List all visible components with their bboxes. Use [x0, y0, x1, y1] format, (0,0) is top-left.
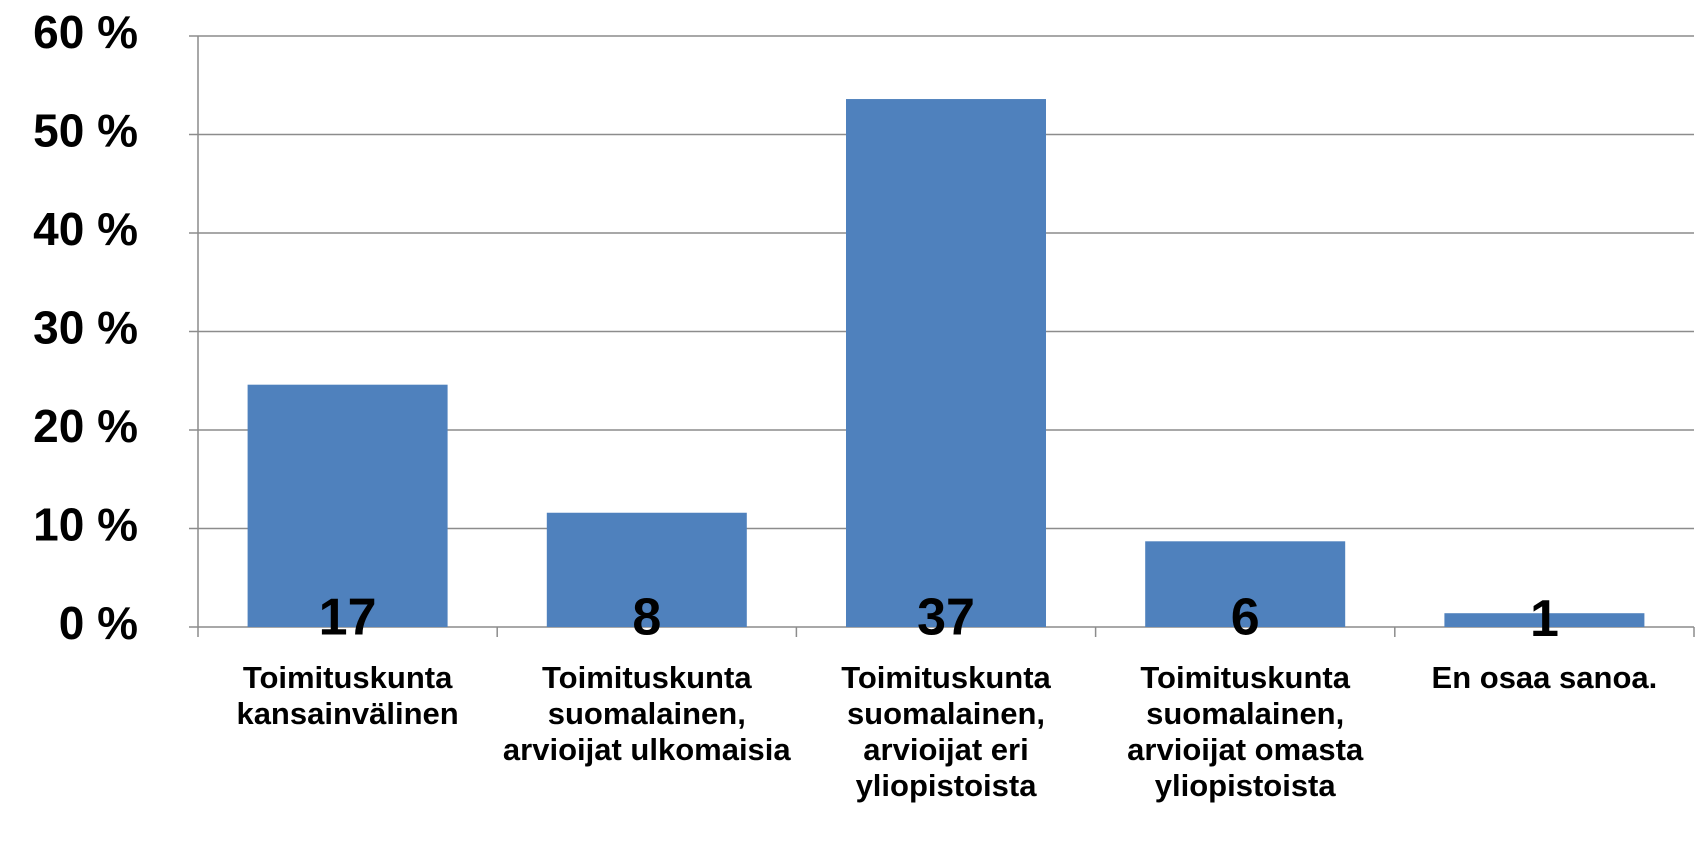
x-tick-label: En osaa sanoa.: [1431, 660, 1658, 695]
x-tick-label: Toimituskunta suomalainen, arvioijat oma…: [1127, 660, 1364, 803]
data-label: 1: [1530, 590, 1559, 648]
y-tick-label: 40 %: [33, 203, 138, 255]
data-label: 6: [1231, 589, 1260, 647]
bar: [1145, 541, 1346, 627]
bar: [1444, 613, 1645, 627]
x-tick-label: Toimituskunta suomalainen, arvioijat ulk…: [502, 660, 791, 767]
bar: [247, 384, 448, 627]
y-tick-label: 60 %: [33, 6, 138, 58]
y-tick-label: 0 %: [59, 597, 138, 649]
bar: [546, 512, 747, 627]
data-label: 8: [632, 589, 661, 647]
data-label: 17: [319, 589, 377, 647]
y-tick-label: 30 %: [33, 302, 138, 354]
bar: [846, 99, 1046, 628]
y-tick-label: 50 %: [33, 105, 138, 157]
x-tick-label: Toimituskunta suomalainen, arvioijat eri…: [841, 660, 1051, 803]
x-tick-label: Toimituskunta kansainvälinen: [236, 660, 459, 731]
y-tick-label: 20 %: [33, 400, 138, 452]
y-tick-label: 10 %: [33, 499, 138, 551]
data-label: 37: [917, 589, 975, 647]
